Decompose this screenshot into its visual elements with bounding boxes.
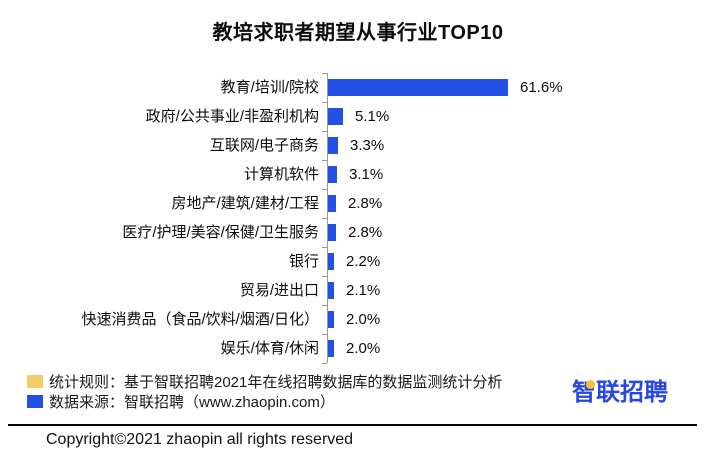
bar xyxy=(328,195,336,212)
note-data-source: 数据来源：智联招聘（www.zhaopin.com） xyxy=(27,391,335,411)
chart-row: 政府/公共事业/非盈利机构 5.1% xyxy=(0,102,716,131)
bar xyxy=(328,253,334,270)
value-label: 2.8% xyxy=(348,224,383,241)
chart-row: 娱乐/体育/休闲 2.0% xyxy=(0,334,716,363)
chart-row: 贸易/进出口 2.1% xyxy=(0,276,716,305)
category-label: 教育/培训/院校 xyxy=(220,79,319,96)
category-label: 政府/公共事业/非盈利机构 xyxy=(145,108,319,125)
note-statistics-rule: 统计规则：基于智联招聘2021年在线招聘数据库的数据监测统计分析 xyxy=(27,371,502,391)
category-label: 娱乐/体育/休闲 xyxy=(220,340,319,357)
copyright-text: Copyright©2021 zhaopin all rights reserv… xyxy=(46,431,354,448)
value-label: 2.8% xyxy=(348,195,383,212)
axis-tick xyxy=(322,102,327,103)
chart-row: 医疗/护理/美容/保健/卫生服务 2.8% xyxy=(0,218,716,247)
value-label: 2.2% xyxy=(346,253,381,270)
category-label: 贸易/进出口 xyxy=(239,282,319,299)
value-label: 3.1% xyxy=(349,166,384,183)
value-label: 5.1% xyxy=(355,108,390,125)
footer-divider xyxy=(8,424,697,426)
bar xyxy=(328,108,343,125)
chart-row: 房地产/建筑/建材/工程 2.8% xyxy=(0,189,716,218)
chart-row: 教育/培训/院校 61.6% xyxy=(0,73,716,102)
category-label: 银行 xyxy=(288,253,319,270)
yellow-swatch xyxy=(27,374,43,388)
value-label: 2.0% xyxy=(346,311,381,328)
axis-tick xyxy=(322,363,327,364)
axis-tick xyxy=(322,73,327,74)
axis-tick xyxy=(322,131,327,132)
axis-tick xyxy=(322,160,327,161)
category-label: 快速消费品（食品/饮料/烟酒/日化） xyxy=(81,311,319,328)
bar xyxy=(328,224,336,241)
axis-tick xyxy=(322,218,327,219)
value-label: 2.0% xyxy=(346,340,381,357)
axis-tick xyxy=(322,334,327,335)
chart-row: 计算机软件 3.1% xyxy=(0,160,716,189)
note-text: 数据来源：智联招聘（www.zhaopin.com） xyxy=(49,393,335,411)
chart-row: 快速消费品（食品/饮料/烟酒/日化） 2.0% xyxy=(0,305,716,334)
axis-tick xyxy=(322,189,327,190)
axis-tick xyxy=(322,247,327,248)
zhaopin-logo: 智联招聘 xyxy=(572,378,682,410)
value-label: 2.1% xyxy=(346,282,381,299)
blue-swatch xyxy=(27,394,43,408)
axis-tick xyxy=(322,305,327,306)
bar xyxy=(328,340,334,357)
category-label: 互联网/电子商务 xyxy=(209,137,319,154)
axis-tick xyxy=(322,276,327,277)
logo-yellow-dot-icon xyxy=(586,380,595,389)
category-label: 医疗/护理/美容/保健/卫生服务 xyxy=(122,224,319,241)
bar xyxy=(328,79,508,96)
chart-row: 互联网/电子商务 3.3% xyxy=(0,131,716,160)
category-label: 计算机软件 xyxy=(243,166,319,183)
bar xyxy=(328,282,334,299)
value-label: 3.3% xyxy=(350,137,385,154)
note-text: 统计规则：基于智联招聘2021年在线招聘数据库的数据监测统计分析 xyxy=(49,373,503,391)
bar xyxy=(328,311,334,328)
chart-row: 银行 2.2% xyxy=(0,247,716,276)
chart-title: 教培求职者期望从事行业TOP10 xyxy=(212,22,504,44)
bar xyxy=(328,137,338,154)
category-label: 房地产/建筑/建材/工程 xyxy=(171,195,319,212)
y-axis-line xyxy=(327,73,328,363)
value-label: 61.6% xyxy=(520,79,563,96)
bar xyxy=(328,166,337,183)
